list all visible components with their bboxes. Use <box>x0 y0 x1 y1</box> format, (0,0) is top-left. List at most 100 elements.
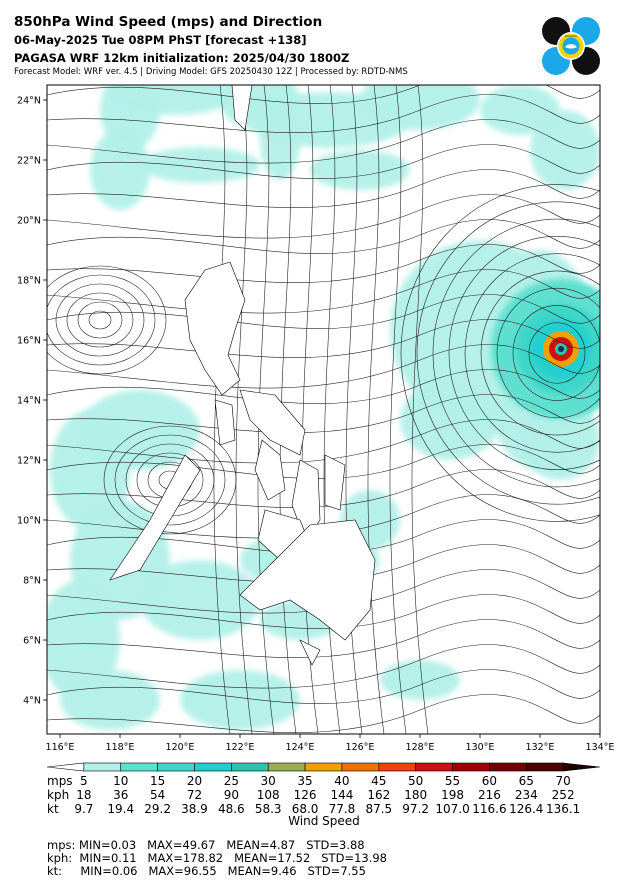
streamline <box>47 644 600 689</box>
streamline <box>47 369 600 404</box>
island-outline <box>324 454 346 511</box>
wind-shade-region <box>530 110 600 190</box>
streamline <box>77 301 123 339</box>
lon-label: 124°E <box>286 742 315 753</box>
lat-label: 22°N <box>17 156 41 167</box>
colorbar-tick-label: 15 <box>150 774 165 788</box>
streamline <box>47 469 600 508</box>
colorbar-tick-label: 144 <box>330 788 353 802</box>
colorbar-segment <box>562 762 601 772</box>
streamline <box>416 201 600 505</box>
colorbar-tick-label: 136.1 <box>546 802 580 816</box>
streamline <box>47 274 156 366</box>
colorbar-segment <box>46 762 85 772</box>
streamline <box>279 85 297 734</box>
stats-kph: kph: MIN=0.11 MAX=178.82 MEAN=17.52 STD=… <box>47 851 387 865</box>
colorbar-tick-label: 29.2 <box>144 802 171 816</box>
island-outline <box>239 519 376 641</box>
island-outline <box>239 389 306 456</box>
colorbar-tick-label: 72 <box>187 788 202 802</box>
wind-shade-region <box>90 130 150 210</box>
streamline <box>47 119 600 164</box>
colorbar-tick-label: 25 <box>224 774 239 788</box>
lon-label: 118°E <box>106 742 135 753</box>
typhoon-ring <box>558 346 564 352</box>
colorbar-tick-label: 216 <box>478 788 501 802</box>
streamline <box>47 269 600 314</box>
streamline <box>47 169 600 208</box>
lat-label: 24°N <box>17 96 41 107</box>
wind-shade-region <box>400 380 500 460</box>
streamline <box>47 394 600 433</box>
colorbar-segment <box>341 762 380 772</box>
streamline <box>367 85 385 734</box>
stats-mps: mps: MIN=0.03 MAX=49.67 MEAN=4.87 STD=3.… <box>47 838 365 852</box>
colorbar-tick-label: 126.4 <box>509 802 543 816</box>
colorbar-tick-label: 35 <box>297 774 312 788</box>
colorbar-tick-label: 68.0 <box>292 802 319 816</box>
island-outline <box>231 85 253 131</box>
wind-shade-region <box>115 85 235 115</box>
colorbar-tick-label: 162 <box>367 788 390 802</box>
streamline <box>47 419 600 464</box>
streamline <box>47 444 600 479</box>
streamline <box>235 85 253 734</box>
streamline <box>47 194 600 239</box>
colorbar-tick-label: 234 <box>515 788 538 802</box>
lat-label: 6°N <box>23 636 41 647</box>
wind-shade-region <box>140 560 260 640</box>
colorbar-tick-label: 126 <box>294 788 317 802</box>
initialization-info: PAGASA WRF 12km initialization: 2025/04/… <box>14 51 350 65</box>
wind-shade-region <box>60 670 160 730</box>
streamline <box>55 283 145 357</box>
colorbar-segment <box>304 762 343 772</box>
streamline <box>47 694 600 733</box>
lat-label: 12°N <box>17 456 41 467</box>
colorbar-tick-label: 10 <box>113 774 128 788</box>
colorbar-tick-label: 107.0 <box>435 802 469 816</box>
lat-label: 18°N <box>17 276 41 287</box>
colorbar-tick-label: 19.4 <box>107 802 134 816</box>
chart-title: 850hPa Wind Speed (mps) and Direction <box>14 14 323 30</box>
colorbar-tick-label: 70 <box>555 774 570 788</box>
lon-label: 128°E <box>406 742 435 753</box>
colorbar-tick-label: 60 <box>482 774 497 788</box>
streamline <box>448 236 600 470</box>
colorbar-tick-label: 252 <box>552 788 575 802</box>
colorbar-segment <box>525 762 564 772</box>
lon-label: 126°E <box>346 742 375 753</box>
colorbar-tick-label: 77.8 <box>329 802 356 816</box>
map-frame <box>46 84 601 735</box>
streamline <box>47 294 600 329</box>
wind-shade-region <box>80 390 200 470</box>
colorbar-segment <box>231 762 269 772</box>
colorbar-tick-label: 30 <box>261 774 276 788</box>
lon-label: 132°E <box>526 742 555 753</box>
colorbar-tick-label: 45 <box>371 774 386 788</box>
streamline <box>47 544 600 583</box>
wind-speed-colorbar <box>46 762 601 772</box>
colorbar-tick-label: 9.7 <box>74 802 93 816</box>
streamline <box>47 344 600 389</box>
lon-label: 120°E <box>166 742 195 753</box>
colorbar-tick-label: 116.6 <box>472 802 506 816</box>
forecast-time: 06-May-2025 Tue 08PM PhST [forecast +138… <box>14 33 307 47</box>
logo-ring-text: PAGASA <box>565 34 578 38</box>
colorbar-tick-label: 48.6 <box>218 802 245 816</box>
colorbar-segment <box>452 762 490 772</box>
colorbar-segment <box>415 762 453 772</box>
wind-shade-region <box>47 580 120 700</box>
lon-label: 134°E <box>586 742 615 753</box>
island-outline <box>109 454 201 581</box>
lon-label: 122°E <box>226 742 255 753</box>
stats-kt: kt: MIN=0.06 MAX=96.55 MEAN=9.46 STD=7.5… <box>47 864 366 878</box>
streamline <box>389 85 407 734</box>
lon-label: 116°E <box>46 742 75 753</box>
colorbar-segment <box>489 762 527 772</box>
model-credits: Forecast Model: WRF ver. 4.5 | Driving M… <box>14 67 408 77</box>
colorbar-tick-label: 198 <box>441 788 464 802</box>
colorbar-tick-label: 87.5 <box>365 802 392 816</box>
streamline <box>432 218 600 488</box>
lat-label: 8°N <box>23 576 41 587</box>
